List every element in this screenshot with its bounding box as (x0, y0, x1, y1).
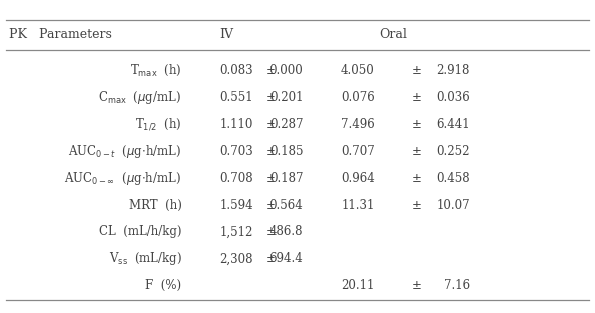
Text: 0.551: 0.551 (219, 91, 253, 104)
Text: 1.594: 1.594 (219, 198, 253, 212)
Text: 0.185: 0.185 (270, 145, 303, 158)
Text: $\pm$: $\pm$ (411, 145, 422, 158)
Text: CL  (mL/h/kg): CL (mL/h/kg) (99, 225, 181, 239)
Text: 2,308: 2,308 (220, 252, 253, 265)
Text: F  (%): F (%) (145, 279, 181, 292)
Text: MRT  (h): MRT (h) (129, 198, 181, 212)
Text: C$_\mathrm{max}$  ($\mu$g/mL): C$_\mathrm{max}$ ($\mu$g/mL) (98, 89, 181, 106)
Text: 0.707: 0.707 (341, 145, 375, 158)
Text: $\pm$: $\pm$ (411, 118, 422, 131)
Text: $\pm$: $\pm$ (411, 172, 422, 185)
Text: 7.496: 7.496 (341, 118, 375, 131)
Text: $\pm$: $\pm$ (265, 172, 276, 185)
Text: $\pm$: $\pm$ (411, 64, 422, 77)
Text: 0.708: 0.708 (219, 172, 253, 185)
Text: $\pm$: $\pm$ (411, 91, 422, 104)
Text: IV: IV (219, 28, 233, 41)
Text: $\pm$: $\pm$ (265, 225, 276, 239)
Text: AUC$_{0-t}$  ($\mu$g$\cdot$h/mL): AUC$_{0-t}$ ($\mu$g$\cdot$h/mL) (68, 143, 181, 160)
Text: 0.187: 0.187 (270, 172, 303, 185)
Text: V$_\mathrm{ss}$  (mL/kg): V$_\mathrm{ss}$ (mL/kg) (108, 250, 181, 267)
Text: 0.201: 0.201 (270, 91, 303, 104)
Text: 0.564: 0.564 (270, 198, 303, 212)
Text: 694.4: 694.4 (270, 252, 303, 265)
Text: 4.050: 4.050 (341, 64, 375, 77)
Text: $\pm$: $\pm$ (411, 279, 422, 292)
Text: 20.11: 20.11 (342, 279, 375, 292)
Text: 0.458: 0.458 (436, 172, 470, 185)
Text: 0.964: 0.964 (341, 172, 375, 185)
Text: 0.083: 0.083 (219, 64, 253, 77)
Text: AUC$_{0-\infty}$  ($\mu$g$\cdot$h/mL): AUC$_{0-\infty}$ ($\mu$g$\cdot$h/mL) (64, 170, 181, 187)
Text: T$_\mathrm{max}$  (h): T$_\mathrm{max}$ (h) (130, 63, 181, 78)
Text: 1.110: 1.110 (220, 118, 253, 131)
Text: $\pm$: $\pm$ (411, 198, 422, 212)
Text: 10.07: 10.07 (436, 198, 470, 212)
Text: 11.31: 11.31 (342, 198, 375, 212)
Text: $\pm$: $\pm$ (265, 252, 276, 265)
Text: T$_{1/2}$  (h): T$_{1/2}$ (h) (135, 116, 181, 132)
Text: 0.287: 0.287 (270, 118, 303, 131)
Text: 0.000: 0.000 (270, 64, 303, 77)
Text: $\pm$: $\pm$ (265, 118, 276, 131)
Text: 7.16: 7.16 (444, 279, 470, 292)
Text: 0.252: 0.252 (437, 145, 470, 158)
Text: 1,512: 1,512 (220, 225, 253, 239)
Text: $\pm$: $\pm$ (265, 91, 276, 104)
Text: Oral: Oral (379, 28, 406, 41)
Text: $\pm$: $\pm$ (265, 145, 276, 158)
Text: 6.441: 6.441 (436, 118, 470, 131)
Text: $\pm$: $\pm$ (265, 198, 276, 212)
Text: 0.703: 0.703 (219, 145, 253, 158)
Text: 2.918: 2.918 (437, 64, 470, 77)
Text: 486.8: 486.8 (270, 225, 303, 239)
Text: 0.076: 0.076 (341, 91, 375, 104)
Text: PK   Parameters: PK Parameters (9, 28, 112, 41)
Text: $\pm$: $\pm$ (265, 64, 276, 77)
Text: 0.036: 0.036 (436, 91, 470, 104)
